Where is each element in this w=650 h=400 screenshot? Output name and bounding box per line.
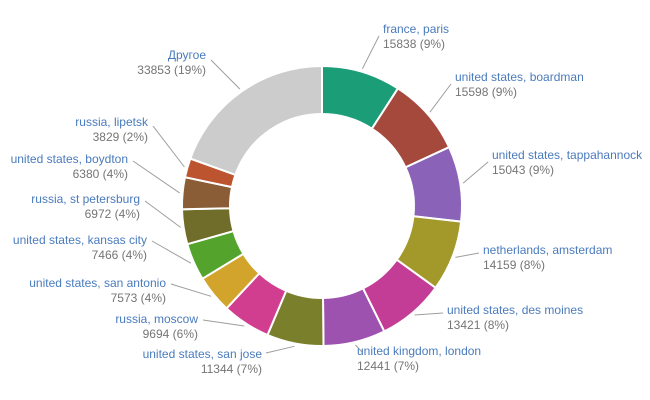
slice-label-united-states-san-antonio: united states, san antonio 7573 (4%) — [29, 276, 166, 306]
slice-label-france-paris: france, paris 15838 (9%) — [383, 22, 449, 52]
slice-label-value: 14159 (8%) — [483, 258, 546, 272]
slice-label-name: russia, st petersburg — [31, 192, 140, 206]
slice-label-value: 6972 (4%) — [84, 207, 140, 221]
slice-label-united-kingdom-london: united kingdom, london 12441 (7%) — [357, 344, 481, 374]
leader-line-united-states-san-antonio — [170, 283, 212, 297]
leader-line-united-kingdom-london — [355, 344, 363, 353]
slice-label-name: united states, boydton — [10, 152, 128, 166]
slice-label-united-states-tappahannock: united states, tappahannock 15043 (9%) — [492, 148, 642, 178]
slice-label-russia-st-petersburg: russia, st petersburg 6972 (4%) — [31, 192, 140, 222]
leader-line-russia-st-petersburg — [144, 200, 181, 228]
slice-label-value: 7466 (4%) — [91, 248, 147, 262]
slice-label-united-states-boardman: united states, boardman 15598 (9%) — [455, 70, 584, 100]
leader-line-united-states-des-moines — [414, 312, 444, 316]
slice-label-russia-lipetsk: russia, lipetsk 3829 (2%) — [75, 115, 148, 145]
leader-line-russia-lipetsk — [152, 125, 185, 168]
slice-label-name: russia, moscow — [115, 312, 198, 326]
slice-label-name: united kingdom, london — [357, 344, 482, 358]
slice-label-united-states-san-jose: united states, san jose 11344 (7%) — [143, 347, 262, 377]
slice-label-другое: Другое 33853 (19%) — [137, 48, 206, 78]
slice-label-russia-moscow: russia, moscow 9694 (6%) — [115, 312, 198, 342]
leader-line-united-states-boydton — [132, 160, 180, 194]
leader-line-united-states-boardman — [429, 83, 452, 113]
slice-label-name: united states, boardman — [455, 70, 584, 84]
slice-label-name: united states, san antonio — [29, 276, 166, 290]
slice-label-value: 7573 (4%) — [110, 291, 166, 305]
slice-label-name: Другое — [167, 48, 206, 62]
leader-line-russia-moscow — [202, 319, 245, 327]
slice-label-value: 13421 (8%) — [447, 318, 510, 332]
slice-label-value: 15598 (9%) — [455, 85, 518, 99]
slice-label-value: 15838 (9%) — [383, 37, 446, 51]
slice-label-name: russia, lipetsk — [75, 115, 148, 129]
pie-slice-другое[interactable] — [189, 64, 323, 177]
slice-label-value: 9694 (6%) — [142, 327, 198, 341]
leader-line-netherlands-amsterdam — [455, 252, 480, 258]
slice-label-name: united states, kansas city — [12, 233, 147, 247]
slice-label-value: 33853 (19%) — [137, 63, 206, 77]
slice-label-netherlands-amsterdam: netherlands, amsterdam 14159 (8%) — [483, 243, 612, 273]
slice-label-united-states-des-moines: united states, des moines 13421 (8%) — [447, 303, 583, 333]
leader-line-united-states-tappahannock — [462, 161, 489, 184]
slice-label-name: france, paris — [383, 22, 450, 36]
slice-label-name: united states, san jose — [142, 347, 262, 361]
slice-label-value: 12441 (7%) — [357, 359, 420, 373]
leader-line-france-paris — [361, 35, 380, 70]
slice-label-united-states-kansas-city: united states, kansas city 7466 (4%) — [13, 233, 147, 263]
leader-line-united-states-san-jose — [265, 345, 295, 354]
slice-label-name: united states, des moines — [447, 303, 584, 317]
slice-label-value: 6380 (4%) — [72, 167, 128, 181]
leader-line-другое — [210, 59, 241, 90]
slice-label-value: 11344 (7%) — [200, 362, 262, 376]
slice-label-value: 3829 (2%) — [92, 130, 148, 144]
slice-label-united-states-boydton: united states, boydton 6380 (4%) — [11, 152, 128, 182]
slice-label-name: united states, tappahannock — [492, 148, 643, 162]
slice-label-value: 15043 (9%) — [492, 163, 555, 177]
leader-line-united-states-kansas-city — [151, 240, 192, 264]
slice-label-name: netherlands, amsterdam — [483, 243, 613, 257]
